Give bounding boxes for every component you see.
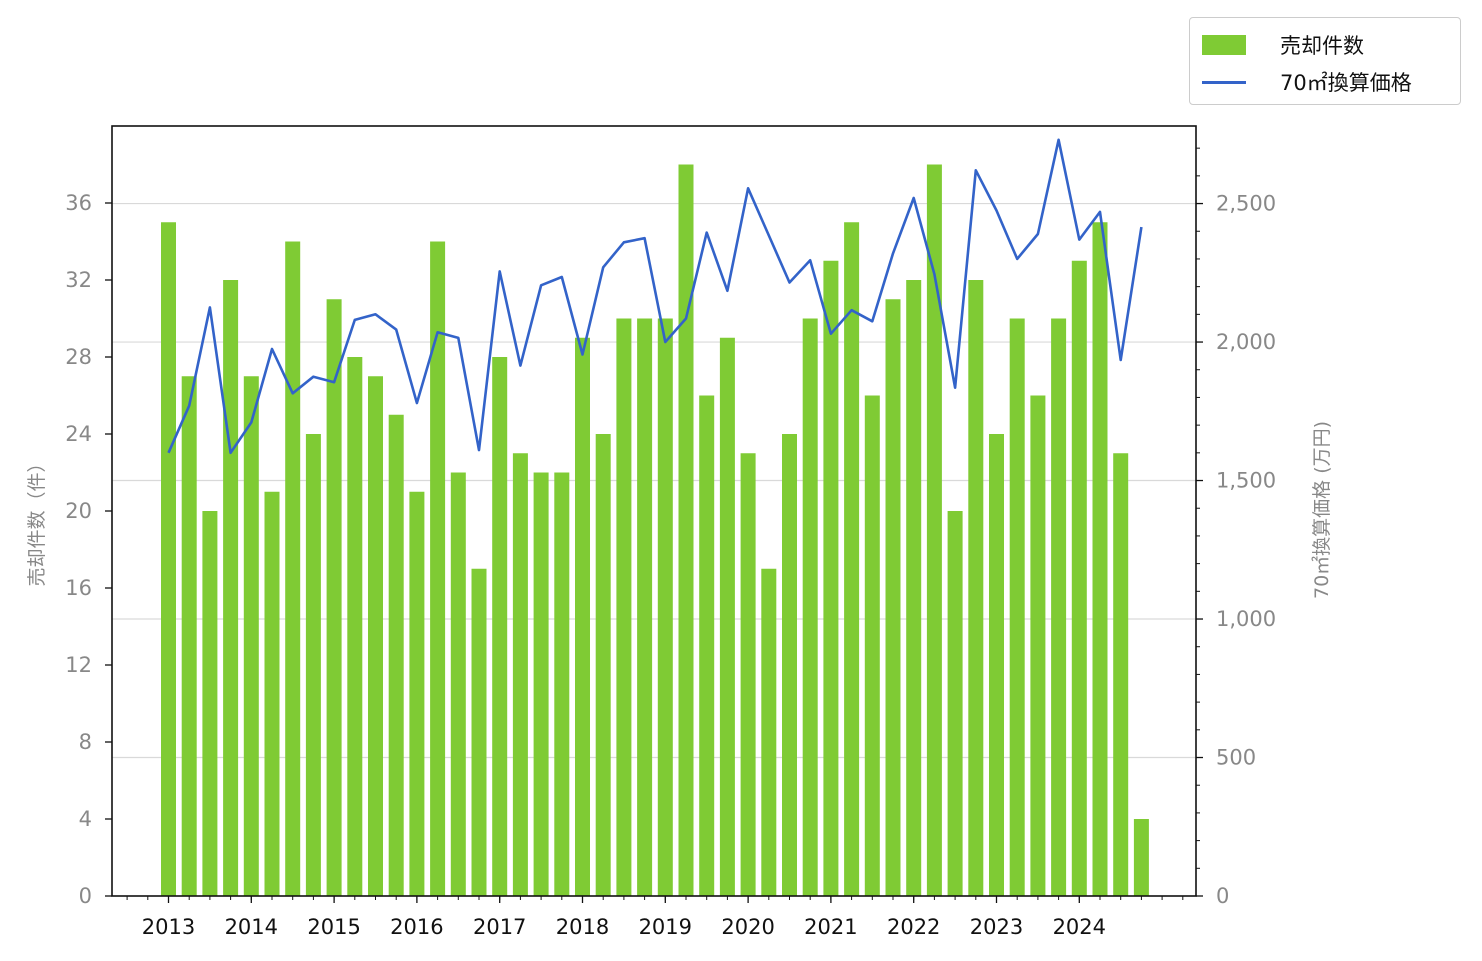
x-tick-label: 2018 xyxy=(556,915,609,939)
x-tick-label: 2020 xyxy=(721,915,774,939)
bar xyxy=(637,318,653,896)
right-axis-label: 70㎡換算価格 (万円) xyxy=(1310,421,1333,599)
right-tick-label: 500 xyxy=(1216,746,1256,770)
x-tick-label: 2017 xyxy=(473,915,526,939)
bar xyxy=(802,318,818,896)
bar xyxy=(864,395,880,896)
left-tick-label: 20 xyxy=(65,499,92,523)
bar xyxy=(761,568,777,896)
bar xyxy=(823,260,839,896)
legend-bar-label: 売却件数 xyxy=(1280,34,1364,58)
bar xyxy=(699,395,715,896)
bar xyxy=(305,434,321,896)
bar xyxy=(368,376,383,896)
bar xyxy=(285,241,301,896)
bar xyxy=(533,472,549,896)
bar xyxy=(512,453,528,896)
bar xyxy=(885,299,901,896)
legend-item-bar: 売却件数 xyxy=(1202,30,1364,60)
bar xyxy=(1009,318,1025,896)
right-tick-label: 2,500 xyxy=(1216,192,1276,216)
bar xyxy=(989,434,1004,896)
right-tick-labels: 0 500 1,000 1,500 2,000 2,500 xyxy=(1216,192,1276,908)
bar xyxy=(844,222,860,896)
x-tick-label: 2024 xyxy=(1053,915,1106,939)
left-tick-label: 32 xyxy=(65,268,92,292)
left-tick-label: 16 xyxy=(65,576,92,600)
bar-series xyxy=(161,164,1149,896)
bar xyxy=(657,318,673,896)
bar xyxy=(926,164,942,896)
bar xyxy=(264,491,280,896)
legend-line-swatch xyxy=(1202,80,1246,84)
bar xyxy=(554,472,570,896)
left-tick-label: 4 xyxy=(79,807,92,831)
left-axis-label: 売却件数（件） xyxy=(26,453,48,586)
bar xyxy=(719,337,735,896)
bar xyxy=(223,280,239,896)
x-tick-label: 2013 xyxy=(142,915,195,939)
bar xyxy=(678,164,694,896)
legend-bar-swatch xyxy=(1202,35,1246,55)
bar xyxy=(409,491,425,896)
bar xyxy=(161,222,176,896)
bar xyxy=(430,241,446,896)
legend: 売却件数 70㎡換算価格 xyxy=(1189,17,1461,105)
bar xyxy=(492,357,508,896)
x-tick-label: 2021 xyxy=(804,915,857,939)
right-tick-label: 2,000 xyxy=(1216,330,1276,354)
line-series xyxy=(167,138,1143,455)
bar xyxy=(347,357,363,896)
price-line xyxy=(167,138,1143,455)
x-tick-label: 2023 xyxy=(970,915,1023,939)
bar xyxy=(471,568,487,896)
bar xyxy=(1071,260,1087,896)
bar xyxy=(575,337,590,896)
bar xyxy=(326,299,342,896)
x-tick-label: 2019 xyxy=(639,915,692,939)
bar xyxy=(740,453,756,896)
tick-marks xyxy=(105,147,1203,903)
bar xyxy=(947,511,963,896)
x-tick-label: 2015 xyxy=(307,915,360,939)
legend-line-label: 70㎡換算価格 xyxy=(1280,71,1412,95)
x-tick-labels: 2013 2014 2015 2016 2017 2018 2019 2020 2021 2022… xyxy=(142,915,1106,939)
left-tick-label: 36 xyxy=(65,191,92,215)
left-tick-label: 28 xyxy=(65,345,92,369)
bar xyxy=(181,376,197,896)
bar xyxy=(1092,222,1108,896)
bar xyxy=(202,511,218,896)
right-tick-label: 1,000 xyxy=(1216,607,1276,631)
bar xyxy=(1133,819,1149,896)
bar xyxy=(1030,395,1046,896)
bar xyxy=(595,434,611,896)
bar xyxy=(243,376,259,896)
left-tick-label: 12 xyxy=(65,653,92,677)
right-tick-label: 1,500 xyxy=(1216,469,1276,493)
bar xyxy=(450,472,466,896)
bar xyxy=(616,318,632,896)
bar xyxy=(1113,453,1129,896)
left-tick-label: 8 xyxy=(79,730,92,754)
bar xyxy=(388,414,404,896)
left-tick-label: 24 xyxy=(65,422,92,446)
legend-item-line: 70㎡換算価格 xyxy=(1202,67,1412,97)
right-tick-label: 0 xyxy=(1216,884,1229,908)
bar xyxy=(1051,318,1067,896)
x-tick-label: 2016 xyxy=(390,915,443,939)
x-tick-label: 2014 xyxy=(225,915,278,939)
left-tick-label: 0 xyxy=(79,884,92,908)
bar xyxy=(968,280,984,896)
bar xyxy=(782,434,797,896)
bar xyxy=(906,280,922,896)
x-tick-label: 2022 xyxy=(887,915,940,939)
left-tick-labels: 0 4 8 12 16 20 24 28 32 36 xyxy=(65,191,92,908)
